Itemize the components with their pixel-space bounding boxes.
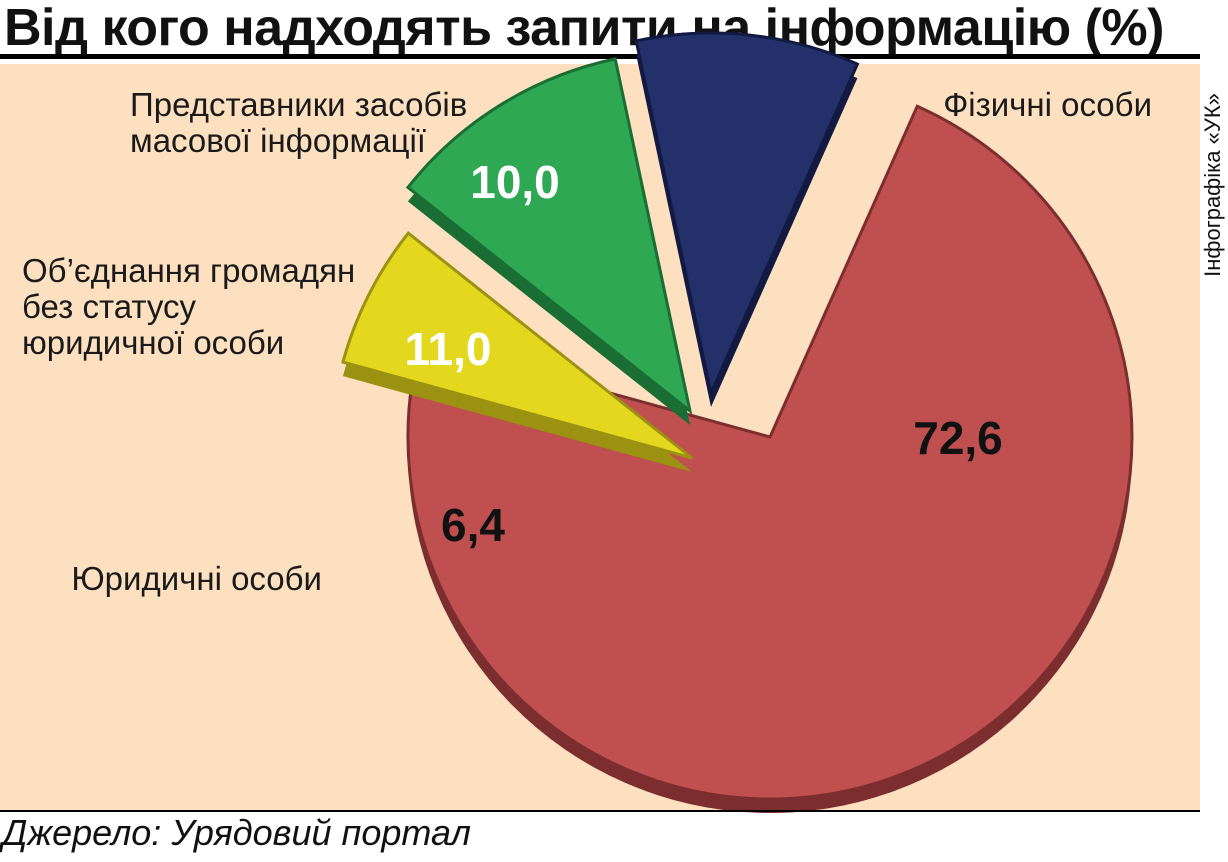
category-label-line: Представники засобів	[130, 86, 467, 123]
chart-title: Від кого надходять запити на інформацію …	[4, 0, 1164, 57]
category-label-line: Юридичні особи	[71, 560, 322, 597]
pie-slice-face-yurydychni-osoby	[341, 230, 693, 460]
bottom-rule	[0, 810, 1200, 812]
pie-slice-face-obiednannia-hromadian	[405, 57, 693, 415]
category-label-line: Фізичні особи	[943, 86, 1152, 123]
category-label-line: юридичної особи	[22, 324, 284, 361]
source-note: Джерело: Урядовий портал	[2, 812, 471, 853]
pie-slice-fizychni-osoby	[406, 104, 1134, 814]
category-label-line: Об’єднання громадян	[22, 252, 355, 289]
category-label-fizychni-osoby: Фізичні особи	[943, 86, 1152, 123]
data-label-fizychni-osoby: 72,6	[913, 412, 1003, 464]
category-label-line: без статусу	[22, 288, 196, 325]
category-label-yurydychni-osoby: Юридичні особи	[71, 560, 322, 597]
category-label-obiednannia-hromadian: Об’єднання громадян без статусу юридичної …	[22, 252, 355, 361]
title-rule	[0, 54, 1200, 59]
pie-slice-obiednannia-hromadian	[405, 57, 693, 426]
category-label-line: масової інформації	[130, 122, 426, 159]
pie-slice-face-predstavnyky-zmi	[634, 31, 860, 398]
pie-slice-yurydychni-osoby	[341, 230, 693, 472]
data-label-yurydychni-osoby: 6,4	[441, 499, 505, 551]
pie-slice-predstavnyky-zmi	[634, 31, 860, 408]
data-label-predstavnyky-zmi: 10,0	[470, 156, 560, 208]
pie-slice-face-fizychni-osoby	[406, 104, 1134, 801]
category-label-predstavnyky-zmi: Представники засобів масової інформації	[130, 86, 467, 159]
infographic-credit-text: Інфографіка «УК»	[1200, 93, 1225, 277]
data-label-obiednannia-hromadian: 11,0	[405, 323, 492, 375]
infographic-credit: Інфографіка «УК»	[1196, 70, 1228, 300]
